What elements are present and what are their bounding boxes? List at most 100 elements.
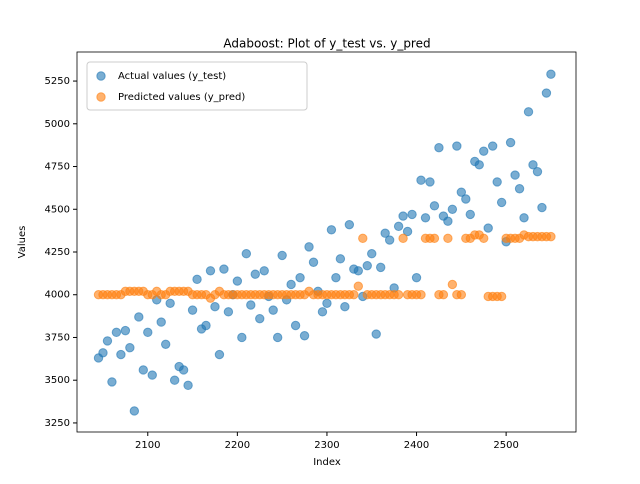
data-point [452,141,462,151]
data-point [420,213,431,223]
data-point [210,302,220,312]
data-point [380,228,390,238]
y-tick-label: 5000 [45,119,70,130]
data-point [523,107,534,117]
data-point [223,307,234,317]
legend-marker [96,92,106,102]
data-point [429,233,440,244]
data-point [393,290,404,300]
data-point [250,269,260,279]
data-point [259,266,269,276]
data-point [546,69,556,79]
data-point [344,219,355,230]
data-point [514,184,525,194]
data-point [308,257,319,267]
legend-label: Predicted values (y_pred) [118,92,245,103]
data-point [367,249,377,259]
y-tick-label: 3250 [45,418,70,429]
data-point [102,336,113,346]
data-point [474,160,484,170]
data-point [326,225,337,235]
data-point [107,377,117,387]
legend-label: Actual values (y_test) [118,71,226,82]
legend-box [86,61,308,111]
x-tick-label: 2500 [493,440,518,451]
data-point [201,320,211,331]
data-point [429,201,440,211]
legend-marker [96,71,106,81]
y-tick-label: 3750 [45,332,70,343]
data-point [411,272,422,283]
x-tick-label: 2100 [135,440,160,451]
data-point [496,197,507,208]
data-point [156,317,166,327]
data-point [438,290,449,300]
data-point [407,209,417,220]
data-point [120,325,131,336]
data-point [304,242,314,252]
data-point [165,298,175,308]
data-point [434,143,444,153]
x-tick-label: 2400 [404,440,429,451]
data-point [479,233,489,244]
data-point [358,233,368,244]
data-point [456,187,467,197]
data-point [183,380,193,391]
y-tick-label: 4750 [45,162,70,173]
data-point [398,211,408,221]
y-tick-label: 5250 [45,76,70,87]
data-point [255,313,265,324]
data-point [353,281,364,291]
data-point [286,279,296,290]
data-point [138,365,148,375]
data-point [416,175,426,185]
data-point [335,254,346,264]
data-point [143,327,153,338]
data-point [192,274,202,285]
data-point [340,302,350,312]
data-point [371,329,381,339]
data-point [147,370,157,380]
data-point [456,290,467,300]
data-point [393,221,404,232]
y-tick-label: 4250 [45,247,70,258]
data-point [447,204,458,214]
data-point [232,276,243,286]
data-point [546,231,556,242]
data-point [237,332,247,343]
data-point [295,272,305,283]
data-point [483,223,493,233]
data-point [496,291,507,302]
data-point [362,260,372,271]
data-point [465,209,475,220]
data-point [277,250,287,261]
data-point [219,264,229,274]
data-point [178,365,189,375]
data-point [290,320,301,331]
data-point [443,233,453,244]
data-point [416,290,426,300]
data-point [317,307,328,317]
data-point [443,216,453,226]
y-tick-label: 3500 [45,375,70,386]
data-point [205,266,216,276]
data-point [519,213,529,223]
data-point [98,348,108,358]
y-tick-label: 4000 [45,290,70,301]
data-point [322,298,332,308]
plot-frame [76,51,577,433]
data-point [331,272,341,283]
data-point [214,349,225,360]
x-tick-label: 2200 [225,440,250,451]
data-point [125,343,135,353]
data-point [384,235,395,245]
data-point [447,279,458,290]
data-point [398,233,408,244]
data-point [402,226,413,237]
data-point [376,262,386,273]
data-point [461,194,471,204]
data-point [487,141,498,151]
x-axis-label: Index [313,457,341,468]
data-point [134,312,144,322]
